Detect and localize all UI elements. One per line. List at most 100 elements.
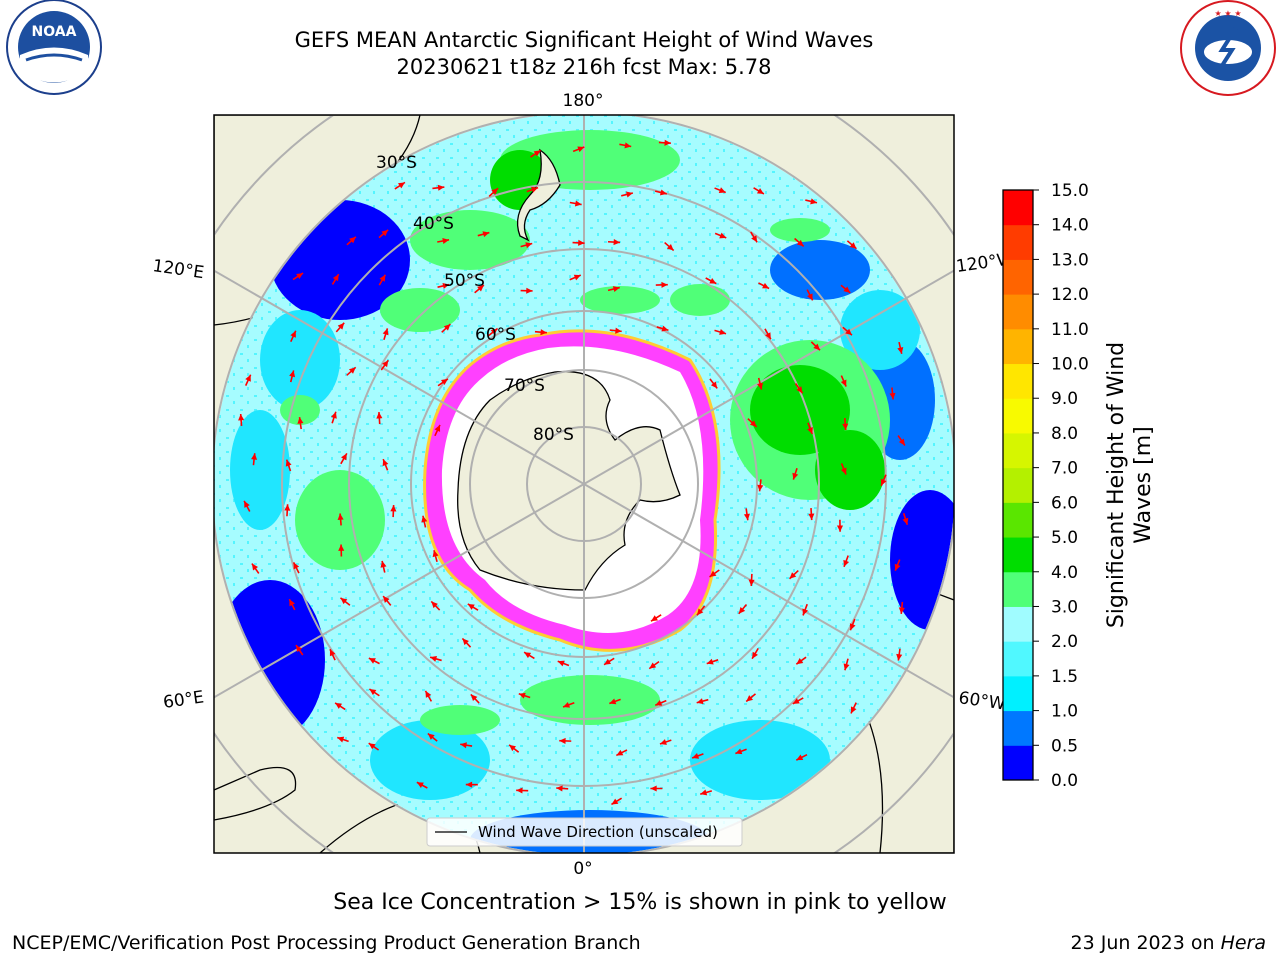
wave-arrow-head bbox=[661, 281, 668, 288]
wave-arrow-head bbox=[765, 332, 771, 340]
colorbar-segment bbox=[1003, 745, 1033, 781]
colorbar-segment bbox=[1003, 259, 1033, 295]
map-frame bbox=[213, 114, 955, 854]
wave-arrow-head bbox=[845, 328, 852, 336]
wave-arrow-head bbox=[757, 382, 763, 390]
wave-arrow-head bbox=[749, 420, 757, 427]
wave-arrow-head bbox=[611, 798, 619, 805]
lat-label-40s: 40°S bbox=[413, 214, 454, 234]
wave-arrow-head bbox=[880, 478, 887, 486]
wave-arrow-head bbox=[284, 504, 291, 511]
wave-arrow-head bbox=[381, 229, 389, 237]
wave-arrow-head bbox=[335, 702, 343, 709]
wave-arrow-head bbox=[649, 662, 657, 669]
wave-arrow-head bbox=[604, 658, 612, 665]
chart-subtitle: 20230621 t18z 216h fcst Max: 5.78 bbox=[396, 55, 772, 79]
wave-arrow-head bbox=[443, 324, 451, 331]
wave-arrow-head bbox=[746, 695, 754, 702]
lon-label-120e: 120°E bbox=[151, 256, 205, 283]
wave-arrow-head bbox=[380, 560, 387, 568]
colorbar-tick-label: 10.0 bbox=[1051, 355, 1089, 375]
wave-arrow-head bbox=[382, 459, 389, 467]
wave-arrow-head bbox=[437, 184, 445, 191]
colorbar-segment bbox=[1003, 675, 1033, 712]
wave-arrow-head bbox=[533, 150, 541, 157]
wave-arrow-head bbox=[289, 370, 296, 378]
wave-arrow-head bbox=[289, 599, 295, 607]
wave-arrow-head bbox=[490, 328, 498, 335]
wave-arrow-head bbox=[285, 459, 292, 467]
colorbar-tick-label: 14.0 bbox=[1051, 216, 1089, 236]
wave-arrow-head bbox=[661, 325, 669, 332]
wave-arrow-head bbox=[756, 188, 764, 194]
wave-arrow-head bbox=[796, 658, 804, 665]
colorbar-tick-label: 12.0 bbox=[1051, 285, 1089, 305]
map-legend: Wind Wave Direction (unscaled) bbox=[426, 817, 743, 847]
wave-arrow-head bbox=[752, 651, 758, 659]
wave-arrow-head bbox=[369, 689, 377, 696]
wave-arrow-head bbox=[421, 515, 428, 523]
wave-arrow-head bbox=[789, 572, 797, 579]
wave-arrow-head bbox=[427, 733, 435, 740]
wave-arrow-head bbox=[664, 139, 671, 146]
wave-arrow-head bbox=[434, 424, 441, 432]
wave-arrow-head bbox=[840, 379, 847, 387]
run-date: 23 Jun 2023 on Hera bbox=[1070, 932, 1266, 954]
wave-arrow-head bbox=[442, 237, 450, 244]
wave-arrow-head bbox=[329, 649, 336, 657]
wave-arrow-head bbox=[624, 142, 632, 149]
wave-arrow-head bbox=[432, 550, 439, 558]
wave-arrow-head bbox=[626, 191, 633, 198]
wave-arrow-head bbox=[556, 785, 563, 792]
colorbar-border bbox=[1002, 189, 1034, 781]
colorbar-tick-label: 0.0 bbox=[1051, 771, 1078, 791]
wave-arrow-head bbox=[518, 692, 526, 699]
wave-arrow-head bbox=[338, 544, 345, 551]
wave-arrow-head bbox=[332, 274, 339, 282]
wave-arrow-head bbox=[573, 274, 581, 281]
wave-arrow-head bbox=[482, 231, 490, 238]
chart-title: GEFS MEAN Antarctic Significant Height o… bbox=[294, 28, 874, 52]
colorbar-tick-label: 8.0 bbox=[1051, 424, 1078, 444]
wave-arrow-head bbox=[894, 563, 901, 571]
wave-arrow-head bbox=[293, 562, 300, 570]
wave-arrow-head bbox=[696, 608, 704, 616]
wave-arrow-head bbox=[710, 381, 718, 389]
wave-arrow-head bbox=[368, 743, 376, 750]
colorbar-tick-label: 0.5 bbox=[1051, 736, 1078, 756]
wave-arrow-head bbox=[709, 570, 717, 577]
wave-arrow-head bbox=[526, 287, 533, 294]
nws-logo: ★ ★ ★ bbox=[1180, 0, 1276, 96]
wave-arrow-head bbox=[295, 645, 303, 653]
wave-arrow-head bbox=[425, 690, 432, 698]
wave-arrow-head bbox=[430, 655, 437, 662]
machine-name: Hera bbox=[1220, 932, 1266, 954]
wave-arrow-head bbox=[719, 329, 727, 335]
wave-arrow-head bbox=[470, 694, 478, 702]
wave-arrow-head bbox=[836, 525, 844, 532]
wave-arrow-head bbox=[516, 787, 523, 794]
madagascar-land bbox=[214, 766, 297, 821]
wave-arrow-head bbox=[467, 603, 475, 610]
wave-arrow-head bbox=[525, 242, 533, 249]
colorbar-segment bbox=[1003, 224, 1033, 260]
colorbar-tick-label: 3.0 bbox=[1051, 597, 1078, 617]
wave-arrow-head bbox=[655, 700, 663, 706]
wave-arrow-head bbox=[807, 293, 813, 301]
wave-arrow-head bbox=[238, 414, 245, 421]
noaa-logo: NOAA bbox=[6, 0, 102, 95]
wave-arrow-head bbox=[659, 189, 667, 196]
wave-arrow-head bbox=[843, 663, 850, 671]
wave-arrow-head bbox=[509, 744, 516, 752]
wave-arrow-head bbox=[382, 360, 389, 368]
colorbar-segment bbox=[1003, 502, 1033, 538]
wave-arrow-head bbox=[849, 623, 856, 631]
wave-arrow-head bbox=[244, 500, 250, 508]
wave-arrow-head bbox=[849, 242, 857, 249]
lat-label-60s: 60°S bbox=[475, 325, 516, 345]
wave-arrow-head bbox=[382, 328, 389, 336]
wave-arrow-head bbox=[531, 186, 539, 193]
wave-arrow-head bbox=[792, 472, 799, 480]
wave-arrow-head bbox=[850, 706, 857, 714]
